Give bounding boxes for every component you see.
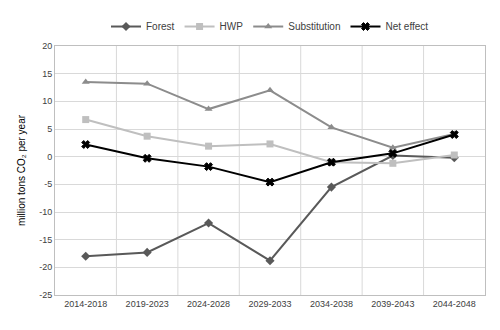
svg-text:Forest: Forest <box>146 21 175 32</box>
svg-text:million tons CO₂ per year: million tons CO₂ per year <box>16 114 27 226</box>
svg-text:2014-2018: 2014-2018 <box>64 299 107 309</box>
svg-text:2039-2043: 2039-2043 <box>371 299 414 309</box>
svg-text:-20: -20 <box>39 262 52 272</box>
svg-text:0: 0 <box>47 152 52 162</box>
svg-text:20: 20 <box>42 41 52 51</box>
svg-text:-25: -25 <box>39 290 52 300</box>
svg-text:-15: -15 <box>39 235 52 245</box>
svg-text:Net effect: Net effect <box>385 21 428 32</box>
svg-text:2029-2033: 2029-2033 <box>248 299 291 309</box>
svg-text:2044-2048: 2044-2048 <box>433 299 476 309</box>
svg-text:HWP: HWP <box>220 21 244 32</box>
svg-text:2019-2023: 2019-2023 <box>126 299 169 309</box>
svg-text:5: 5 <box>47 124 52 134</box>
svg-text:2024-2028: 2024-2028 <box>187 299 230 309</box>
svg-text:2034-2038: 2034-2038 <box>310 299 353 309</box>
svg-text:Substitution: Substitution <box>288 21 340 32</box>
svg-text:10: 10 <box>42 96 52 106</box>
svg-text:-5: -5 <box>44 179 52 189</box>
svg-text:-10: -10 <box>39 207 52 217</box>
svg-text:15: 15 <box>42 69 52 79</box>
